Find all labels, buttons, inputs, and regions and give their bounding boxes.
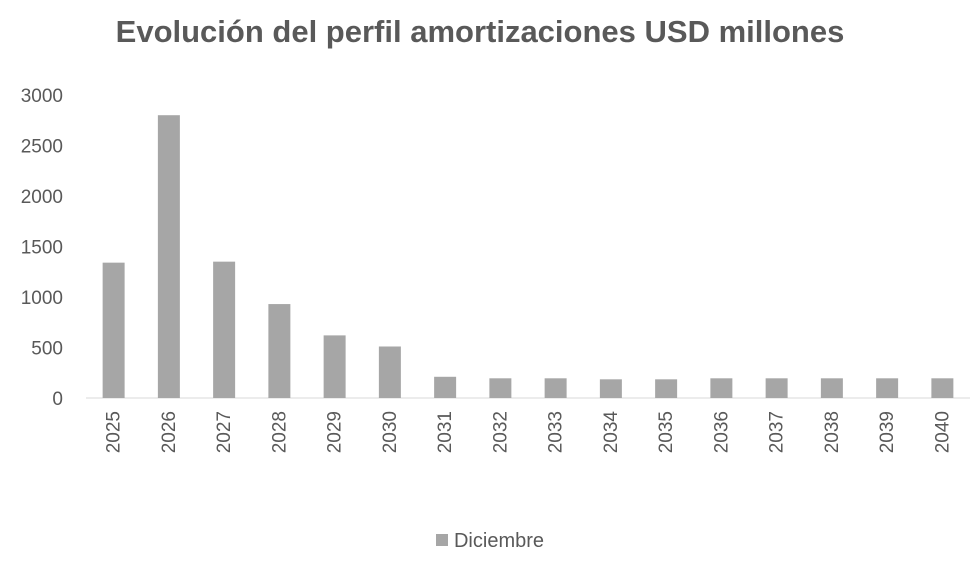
x-tick-label: 2038 <box>822 411 843 453</box>
x-tick-label: 2026 <box>159 411 180 453</box>
x-tick-label: 2039 <box>877 411 898 453</box>
legend-label: Diciembre <box>453 530 545 552</box>
bars <box>102 115 954 398</box>
bar-2037 <box>765 378 788 398</box>
bar-2030 <box>378 346 401 398</box>
bar-2029 <box>323 335 346 398</box>
bar-2033 <box>544 378 567 398</box>
bar-2034 <box>599 379 622 398</box>
bar-2040 <box>931 378 954 398</box>
x-tick-label: 2029 <box>325 411 346 453</box>
x-tick-label: 2027 <box>214 411 235 453</box>
bar-2038 <box>820 378 843 398</box>
x-tick-label: 2025 <box>104 411 125 453</box>
bar-2032 <box>489 378 512 398</box>
y-tick-label: 0 <box>52 389 63 410</box>
x-tick-label: 2040 <box>932 411 953 453</box>
chart-title: Evolución del perfil amortizaciones USD … <box>115 14 845 49</box>
bar-2035 <box>655 379 678 398</box>
bar-2026 <box>157 115 180 398</box>
x-tick-label: 2033 <box>546 411 567 453</box>
x-tick-label: 2030 <box>380 411 401 453</box>
y-axis-ticks: 0 500 1000 1500 2000 2500 3000 <box>21 86 63 410</box>
y-tick-label: 2500 <box>21 137 63 158</box>
x-tick-label: 2034 <box>601 411 622 454</box>
y-tick-label: 2000 <box>21 187 63 208</box>
x-tick-label: 2037 <box>767 411 788 453</box>
bar-2039 <box>876 378 899 398</box>
x-tick-label: 2032 <box>490 411 511 453</box>
bar-2025 <box>102 262 125 398</box>
y-tick-label: 1000 <box>21 288 63 309</box>
y-tick-label: 1500 <box>21 238 63 259</box>
x-axis-ticks: 2025 2026 2027 2028 2029 2030 2031 2032 2033 2034… <box>104 411 954 454</box>
bar-2036 <box>710 378 733 398</box>
x-tick-label: 2028 <box>269 411 290 453</box>
x-tick-label: 2031 <box>435 411 456 453</box>
bar-2027 <box>213 261 236 398</box>
bar-2031 <box>434 376 457 398</box>
legend-swatch <box>435 534 448 546</box>
x-tick-label: 2035 <box>656 411 677 453</box>
y-tick-label: 3000 <box>21 86 63 107</box>
bar-2028 <box>268 304 291 398</box>
legend: Diciembre <box>0 530 980 553</box>
y-tick-label: 500 <box>31 339 63 360</box>
x-tick-label: 2036 <box>711 411 732 453</box>
